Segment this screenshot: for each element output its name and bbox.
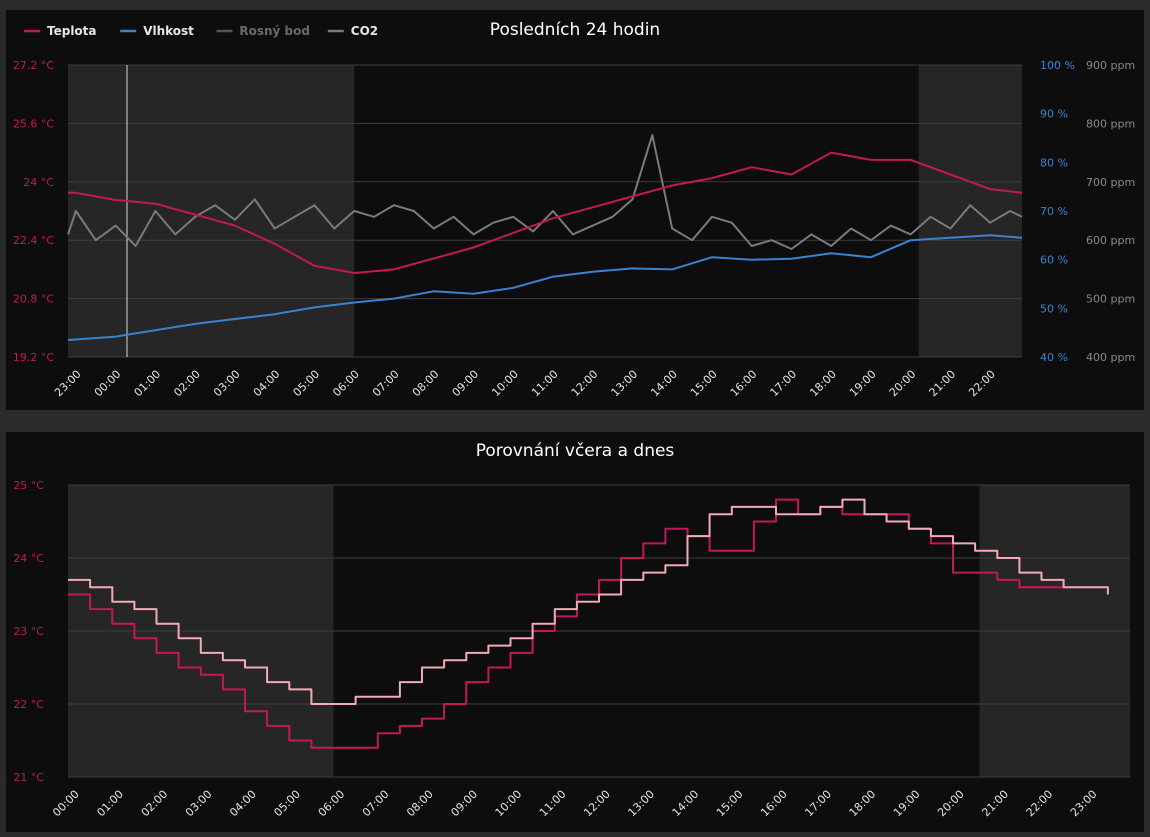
x-tick-label: 14:00 bbox=[648, 368, 680, 400]
humidity-tick-label: 50 % bbox=[1040, 302, 1068, 315]
x-tick-label: 04:00 bbox=[227, 788, 259, 820]
comparison-chart: 21 °C 22 °C 23 °C 24 °C 25 °C 00:00 01:00 02:00… bbox=[13, 441, 1130, 820]
temperature-tick-label: 24 °C bbox=[23, 176, 54, 189]
co2-tick-label: 900 ppm bbox=[1086, 59, 1135, 72]
x-tick-label: 11:00 bbox=[529, 368, 561, 400]
co2-tick-label: 500 ppm bbox=[1086, 293, 1135, 306]
x-tick-label: 03:00 bbox=[183, 788, 215, 820]
x-tick-label: 12:00 bbox=[569, 368, 601, 400]
night-band bbox=[918, 65, 1022, 357]
temperature-tick-label: 19.2 °C bbox=[13, 351, 54, 364]
x-tick-label: 07:00 bbox=[360, 788, 392, 820]
x-tick-label: 17:00 bbox=[768, 368, 800, 400]
x-tick-label: 12:00 bbox=[581, 788, 613, 820]
x-tick-label: 23:00 bbox=[52, 368, 84, 400]
temperature-tick-label: 24 °C bbox=[13, 552, 44, 565]
x-tick-label: 13:00 bbox=[625, 788, 657, 820]
humidity-tick-label: 90 % bbox=[1040, 108, 1068, 121]
humidity-tick-label: 60 % bbox=[1040, 254, 1068, 267]
x-tick-label: 05:00 bbox=[271, 788, 303, 820]
x-tick-label: 01:00 bbox=[94, 788, 126, 820]
x-tick-label: 10:00 bbox=[493, 788, 525, 820]
x-tick-label: 02:00 bbox=[171, 368, 203, 400]
x-tick-label: 18:00 bbox=[807, 368, 839, 400]
x-tick-label: 22:00 bbox=[1024, 788, 1056, 820]
x-tick-label: 07:00 bbox=[370, 368, 402, 400]
legend-item-teplota: Teplota bbox=[47, 24, 97, 38]
x-tick-label: 09:00 bbox=[450, 368, 482, 400]
x-tick-label: 15:00 bbox=[714, 788, 746, 820]
legend-item-rosný-bod: Rosný bod bbox=[239, 24, 310, 38]
x-tick-label: 16:00 bbox=[728, 368, 760, 400]
temperature-tick-label: 25 °C bbox=[13, 479, 44, 492]
humidity-tick-label: 100 % bbox=[1040, 59, 1075, 72]
x-tick-label: 16:00 bbox=[758, 788, 790, 820]
x-tick-label: 18:00 bbox=[847, 788, 879, 820]
series-line-today bbox=[68, 498, 1109, 705]
x-tick-label: 20:00 bbox=[935, 788, 967, 820]
chart-title: Posledních 24 hodin bbox=[490, 20, 660, 40]
co2-tick-label: 400 ppm bbox=[1086, 351, 1135, 364]
humidity-tick-label: 80 % bbox=[1040, 156, 1068, 169]
co2-tick-label: 700 ppm bbox=[1086, 176, 1135, 189]
x-tick-label: 11:00 bbox=[537, 788, 569, 820]
x-tick-label: 02:00 bbox=[139, 788, 171, 820]
x-tick-label: 17:00 bbox=[802, 788, 834, 820]
night-band bbox=[68, 65, 355, 357]
temperature-tick-label: 21 °C bbox=[13, 771, 44, 784]
x-tick-label: 19:00 bbox=[891, 788, 923, 820]
x-tick-label: 08:00 bbox=[410, 368, 442, 400]
x-tick-label: 04:00 bbox=[251, 368, 283, 400]
legend-item-vlhkost: Vlhkost bbox=[143, 24, 194, 38]
series-line-teplota bbox=[68, 151, 1023, 274]
x-tick-label: 15:00 bbox=[688, 368, 720, 400]
x-tick-label: 10:00 bbox=[489, 368, 521, 400]
temperature-tick-label: 23 °C bbox=[13, 625, 44, 638]
humidity-tick-label: 40 % bbox=[1040, 351, 1068, 364]
humidity-tick-label: 70 % bbox=[1040, 205, 1068, 218]
x-tick-label: 14:00 bbox=[670, 788, 702, 820]
comparison-chart-panel: 21 °C 22 °C 23 °C 24 °C 25 °C 00:00 01:00 02:00… bbox=[6, 432, 1144, 832]
x-tick-label: 09:00 bbox=[448, 788, 480, 820]
temperature-tick-label: 22.4 °C bbox=[13, 234, 54, 247]
x-tick-label: 20:00 bbox=[887, 368, 919, 400]
x-tick-label: 19:00 bbox=[847, 368, 879, 400]
x-tick-label: 23:00 bbox=[1068, 788, 1100, 820]
temperature-tick-label: 22 °C bbox=[13, 698, 44, 711]
x-tick-label: 00:00 bbox=[50, 788, 82, 820]
x-tick-label: 05:00 bbox=[291, 368, 323, 400]
chart-title: Porovnání včera a dnes bbox=[476, 441, 675, 461]
legend-item-co2: CO2 bbox=[351, 24, 378, 38]
x-tick-label: 06:00 bbox=[330, 368, 362, 400]
co2-tick-label: 800 ppm bbox=[1086, 117, 1135, 130]
temperature-tick-label: 27.2 °C bbox=[13, 59, 54, 72]
x-tick-label: 01:00 bbox=[132, 368, 164, 400]
temperature-tick-label: 25.6 °C bbox=[13, 117, 54, 130]
last-24h-chart-panel: 19.2 °C 20.8 °C 22.4 °C 24 °C 25.6 °C 27.2 °C… bbox=[6, 10, 1144, 410]
x-tick-label: 06:00 bbox=[316, 788, 348, 820]
x-tick-label: 21:00 bbox=[927, 368, 959, 400]
x-tick-label: 08:00 bbox=[404, 788, 436, 820]
x-tick-label: 13:00 bbox=[609, 368, 641, 400]
temperature-tick-label: 20.8 °C bbox=[13, 293, 54, 306]
last-24h-chart: 19.2 °C 20.8 °C 22.4 °C 24 °C 25.6 °C 27.2 °C… bbox=[13, 20, 1135, 400]
x-tick-label: 03:00 bbox=[211, 368, 243, 400]
co2-tick-label: 600 ppm bbox=[1086, 234, 1135, 247]
x-tick-label: 00:00 bbox=[92, 368, 124, 400]
x-tick-label: 22:00 bbox=[966, 368, 998, 400]
series-line-vlhkost bbox=[67, 234, 1023, 341]
x-tick-label: 21:00 bbox=[979, 788, 1011, 820]
